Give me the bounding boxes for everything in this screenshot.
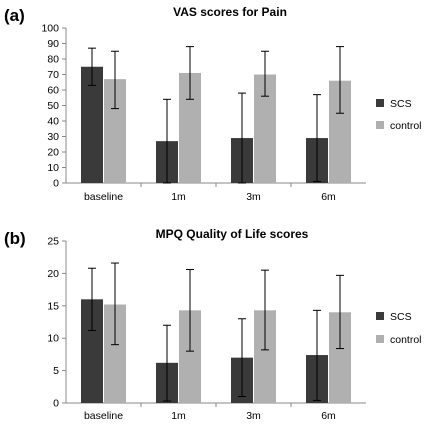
y-tick-label: 20 <box>47 268 59 280</box>
x-tick-label: 3m <box>246 191 261 203</box>
panel-label: (a) <box>4 6 25 25</box>
y-tick-label: 5 <box>53 365 59 377</box>
y-tick-label: 80 <box>47 54 59 66</box>
y-tick-label: 60 <box>47 85 59 97</box>
legend-swatch <box>376 99 384 107</box>
y-tick-label: 100 <box>41 23 59 35</box>
legend-swatch <box>376 121 384 129</box>
y-tick-label: 25 <box>47 236 59 248</box>
legend-label: SCS <box>390 98 412 110</box>
x-tick-label: 1m <box>171 191 186 203</box>
chart-title: MPQ Quality of Life scores <box>156 227 309 241</box>
y-tick-label: 50 <box>47 100 59 112</box>
y-tick-label: 15 <box>47 300 59 312</box>
y-tick-label: 0 <box>53 398 59 410</box>
legend-label: control <box>390 120 422 132</box>
bar-control <box>329 80 351 183</box>
y-tick-label: 30 <box>47 131 59 143</box>
y-tick-label: 90 <box>47 38 59 50</box>
bar-scs <box>81 66 103 183</box>
y-tick-label: 10 <box>47 162 59 174</box>
bar-control <box>104 304 126 403</box>
panel-a: (a) VAS scores for Pain 0 10 20 30 40 50 60 70 8… <box>4 5 422 203</box>
x-tick-label: 3m <box>246 410 261 422</box>
legend-swatch <box>376 312 384 320</box>
y-tick-label: 70 <box>47 69 59 81</box>
legend-label: control <box>390 334 422 346</box>
panel-label: (b) <box>4 229 26 248</box>
y-tick-label: 20 <box>47 147 59 159</box>
bar-control <box>179 72 201 183</box>
bar-scs <box>81 299 103 403</box>
x-tick-label: 1m <box>171 410 186 422</box>
y-tick-label: 40 <box>47 116 59 128</box>
bar-control <box>104 79 126 183</box>
x-tick-label: 6m <box>321 410 336 422</box>
legend-swatch <box>376 335 384 343</box>
bar-control <box>179 310 201 403</box>
y-tick-label: 10 <box>47 333 59 345</box>
legend-label: SCS <box>390 311 412 323</box>
panel-b: (b) MPQ Quality of Life scores 0 5 10 15 20 2… <box>4 227 422 422</box>
y-tick-label: 0 <box>53 178 59 190</box>
bar-control <box>254 74 276 183</box>
x-tick-label: 6m <box>321 191 336 203</box>
bar-control <box>329 312 351 403</box>
x-tick-label: baseline <box>84 191 123 203</box>
x-tick-label: baseline <box>84 410 123 422</box>
chart-title: VAS scores for Pain <box>173 5 287 19</box>
bar-control <box>254 310 276 403</box>
